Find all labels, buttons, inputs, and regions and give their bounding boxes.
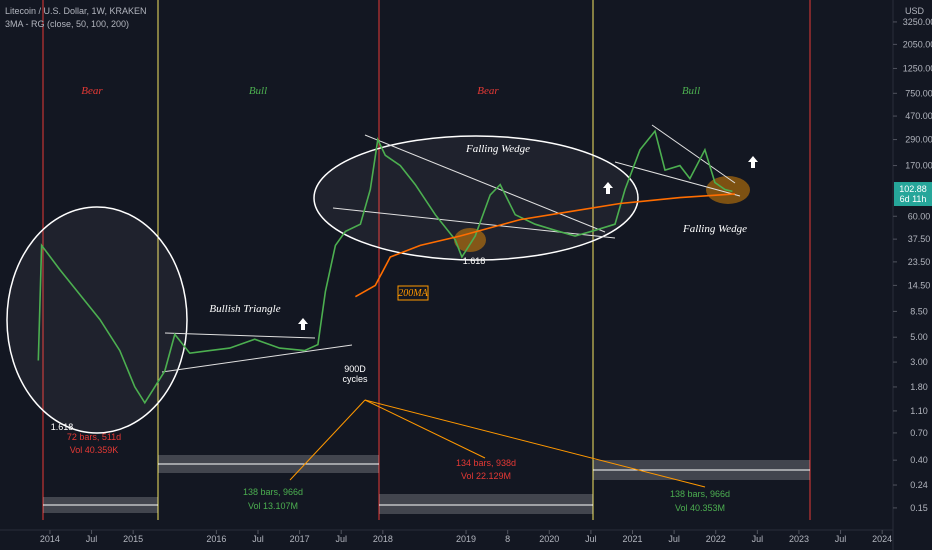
annotation: 1.618 [463, 256, 486, 266]
x-tick-label: Jul [252, 534, 264, 544]
up-arrow [298, 318, 308, 330]
x-tick-label: 2021 [622, 534, 642, 544]
x-tick-label: 8 [505, 534, 510, 544]
y-tick-label: 14.50 [908, 280, 931, 290]
annotation: 200MA [398, 288, 428, 299]
ranges [43, 455, 810, 514]
y-tick-label: 8.50 [910, 306, 928, 316]
trend-line [364, 134, 606, 233]
trend-line [161, 344, 353, 373]
cycle-lines [42, 0, 811, 520]
trend-line [332, 207, 616, 239]
arrows [298, 156, 758, 330]
x-tick-label: 2020 [539, 534, 559, 544]
chart-subtitle: 3MA - RG (close, 50, 100, 200) [5, 19, 129, 29]
up-arrow [748, 156, 758, 168]
range-label: Vol 40.353M [675, 503, 725, 513]
x-tick-label: 2023 [789, 534, 809, 544]
price-tag-label: 102.88 [899, 184, 927, 194]
range-label: 138 bars, 966d [243, 487, 303, 497]
x-tick-label: Jul [86, 534, 98, 544]
y-tick-label: 470.00 [905, 111, 932, 121]
x-tick-label: Jul [335, 534, 347, 544]
y-tick-label: 170.00 [905, 161, 932, 171]
y-tick-label: 1.80 [910, 382, 928, 392]
y-tick-label: 60.00 [908, 211, 931, 221]
range-label: Vol 22.129M [461, 471, 511, 481]
ma-box [397, 285, 429, 301]
x-tick-label: 2022 [706, 534, 726, 544]
y-tick-label: 37.50 [908, 234, 931, 244]
y-tick-label: 750.00 [905, 88, 932, 98]
x-tick-label: 2016 [206, 534, 226, 544]
trend-line [651, 124, 736, 184]
y-tick-label: 1250.00 [903, 63, 932, 73]
x-tick-label: Jul [668, 534, 680, 544]
y-tick-label: 290.00 [905, 135, 932, 145]
range-box [379, 494, 593, 514]
annotation: 900D [344, 364, 366, 374]
highlight [454, 228, 486, 252]
unit-label: USD [905, 6, 925, 16]
y-tick-label: 5.00 [910, 332, 928, 342]
chart-title: Litecoin / U.S. Dollar, 1W, KRAKEN [5, 6, 147, 16]
x-tick-label: Jul [835, 534, 847, 544]
y-tick-label: 23.50 [908, 257, 931, 267]
x-tick-label: Jul [752, 534, 764, 544]
trend-lines [161, 124, 741, 373]
range-label: Vol 13.107M [248, 501, 298, 511]
x-tick-label: 2024 [872, 534, 892, 544]
y-tick-label: 0.70 [910, 428, 928, 438]
trend-line [614, 161, 741, 197]
trend-line [164, 332, 316, 339]
x-tick-label: 2018 [373, 534, 393, 544]
ellipse [313, 135, 639, 261]
series-line [355, 193, 735, 298]
annotation: Bear [81, 85, 103, 97]
y-tick-label: 0.15 [910, 503, 928, 513]
annotation: 1.618 [51, 422, 74, 432]
y-tick-label: 3250.00 [903, 17, 932, 27]
annotation: Bullish Triangle [209, 303, 280, 315]
drawings [6, 135, 750, 434]
y-tick-label: 2050.00 [903, 39, 932, 49]
annotation: Falling Wedge [465, 143, 530, 155]
range-label: 72 bars, 511d [67, 432, 121, 442]
annotation: Falling Wedge [682, 223, 747, 235]
price-tag [894, 182, 932, 207]
y-tick-label: 1.10 [910, 406, 928, 416]
x-tick-label: 2015 [123, 534, 143, 544]
annotation: Bear [477, 85, 499, 97]
y-tick-label: 0.40 [910, 455, 928, 465]
range-label: Vol 40.359K [70, 445, 119, 455]
series-line [37, 129, 733, 405]
range-label: 134 bars, 938d [456, 458, 516, 468]
annotation: cycles [342, 374, 368, 384]
x-tick-label: 2017 [290, 534, 310, 544]
annotation: Bull [249, 85, 267, 97]
arrow [364, 399, 706, 488]
arrow [289, 399, 366, 481]
arrow [364, 399, 486, 459]
ellipse [6, 206, 188, 434]
annotation: Bull [682, 85, 700, 97]
x-tick-label: 2019 [456, 534, 476, 544]
x-tick-label: Jul [585, 534, 597, 544]
up-arrow [603, 182, 613, 194]
range-label: 138 bars, 966d [670, 489, 730, 499]
y-tick-label: 3.00 [910, 357, 928, 367]
cycle-arrows [289, 399, 706, 488]
y-tick-label: 0.24 [910, 480, 928, 490]
x-tick-label: 2014 [40, 534, 60, 544]
price-countdown: 6d 11h [900, 194, 927, 204]
